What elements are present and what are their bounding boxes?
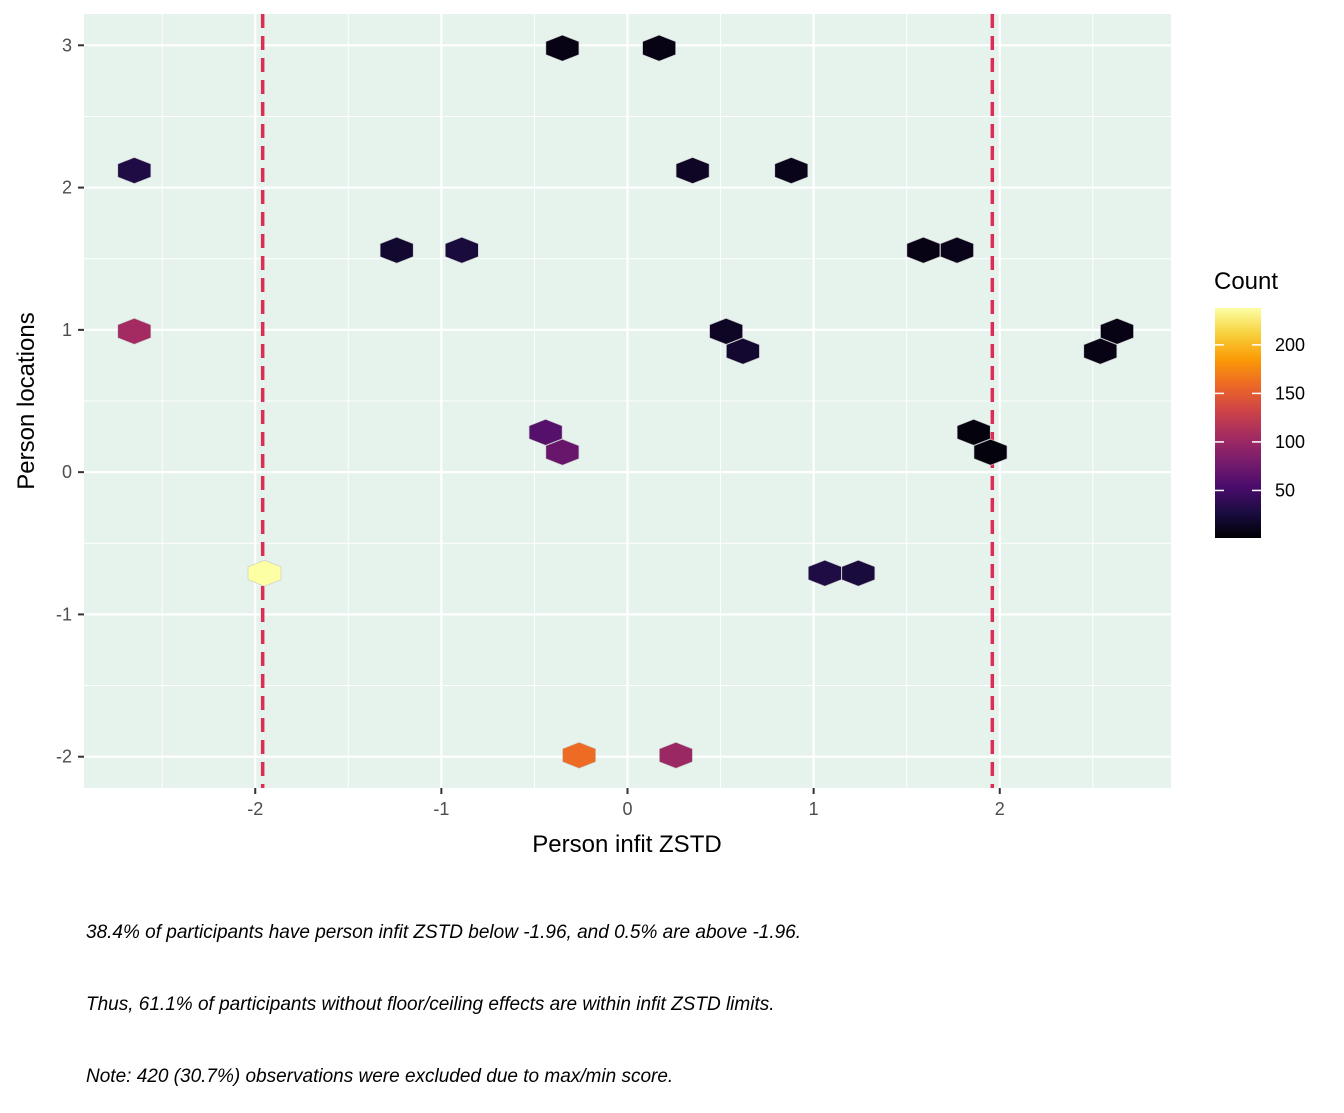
caption: 38.4% of participants have person infit … <box>86 873 801 1113</box>
hexagon <box>774 157 809 184</box>
hexagon <box>562 741 596 769</box>
hexagon <box>247 559 282 587</box>
x-tick-label: 0 <box>622 799 632 819</box>
legend-title: Count <box>1214 268 1278 295</box>
hexagon <box>659 741 693 769</box>
hexagon <box>906 236 941 264</box>
hexagon <box>675 157 710 184</box>
y-tick-label: -1 <box>56 604 72 624</box>
hexagon <box>545 34 580 62</box>
y-tick-label: 2 <box>62 178 72 198</box>
x-tick-label: 2 <box>995 799 1005 819</box>
legend-tick-label: 200 <box>1275 335 1305 355</box>
legend-colorbar <box>1215 308 1261 538</box>
hexagon <box>379 236 414 264</box>
hexagons <box>117 34 1134 769</box>
caption-line-2: Thus, 61.1% of participants without floo… <box>86 994 775 1015</box>
hexagon <box>1083 337 1118 365</box>
legend-tick-label: 100 <box>1275 432 1305 452</box>
hexagon <box>807 559 842 587</box>
hexagon <box>973 438 1008 466</box>
y-tick-label: 1 <box>62 320 72 340</box>
legend-tick-label: 50 <box>1275 480 1295 500</box>
hexagon <box>1100 317 1134 345</box>
x-axis: -2 -1 0 1 2 <box>247 788 1005 819</box>
y-tick-label: 3 <box>62 35 72 55</box>
legend-ticks: 50 100 150 200 <box>1215 335 1305 500</box>
y-tick-label: 0 <box>62 462 72 482</box>
y-tick-label: -2 <box>56 747 72 767</box>
y-axis: -2 -1 0 1 2 3 <box>56 35 84 767</box>
hexagon <box>726 337 760 365</box>
hexagon <box>956 418 991 446</box>
hexagon <box>642 34 676 62</box>
grid-major <box>84 14 1171 788</box>
hexagon <box>841 559 876 587</box>
hexagon <box>528 418 563 446</box>
x-tick-label: -2 <box>247 799 263 819</box>
hexagon <box>117 317 152 345</box>
hexbin-chart: -2 -1 0 1 2 -2 -1 0 1 2 3 Person infit ZSTD Perso… <box>13 14 1305 858</box>
hexagon <box>709 317 743 345</box>
hexagon <box>444 236 479 264</box>
caption-line-3: Note: 420 (30.7%) observations were excl… <box>86 1066 674 1087</box>
y-axis-title: Person locations <box>13 312 40 489</box>
hexagon <box>545 438 580 466</box>
legend-tick-label: 150 <box>1275 383 1305 403</box>
hexagon <box>117 157 152 184</box>
hexagon <box>940 236 974 264</box>
caption-line-1: 38.4% of participants have person infit … <box>86 922 802 943</box>
reference-lines <box>260 14 995 788</box>
x-tick-label: -1 <box>433 799 449 819</box>
x-axis-title: Person infit ZSTD <box>532 831 721 858</box>
legend: Count 50 100 150 200 <box>1214 268 1305 538</box>
x-tick-label: 1 <box>809 799 819 819</box>
